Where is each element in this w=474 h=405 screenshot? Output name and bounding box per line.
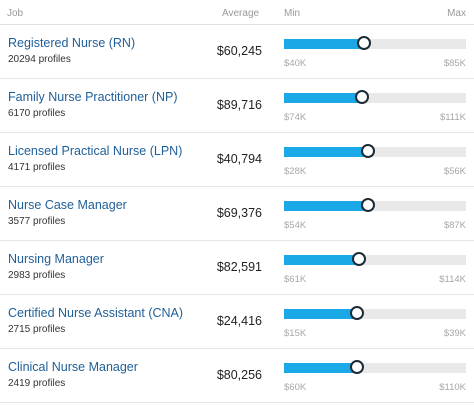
table-row: Nurse Case Manager 3577 profiles $69,376… — [0, 187, 474, 241]
salary-range-fill — [284, 309, 357, 319]
profile-count: 2983 profiles — [8, 270, 66, 281]
salary-range-fill — [284, 201, 368, 211]
salary-range-bar — [284, 198, 466, 212]
average-marker — [357, 36, 372, 50]
job-title-link[interactable]: Nursing Manager — [8, 252, 104, 266]
job-title-link[interactable]: Registered Nurse (RN) — [8, 36, 136, 50]
header-job: Job — [7, 8, 24, 19]
table-row: Certified Nurse Assistant (CNA) 2715 pro… — [0, 295, 474, 349]
max-salary: $110K — [439, 382, 466, 393]
salary-range-fill — [284, 147, 368, 157]
salary-range-bar — [284, 360, 466, 374]
salary-range-bar — [284, 144, 466, 158]
table-row: Licensed Practical Nurse (LPN) 4171 prof… — [0, 133, 474, 187]
average-marker — [360, 198, 375, 212]
average-marker — [349, 306, 364, 320]
profile-count: 6170 profiles — [8, 108, 66, 119]
max-salary: $56K — [443, 166, 466, 177]
profile-count: 2419 profiles — [8, 378, 66, 389]
average-marker — [349, 360, 364, 374]
max-salary: $85K — [443, 58, 466, 69]
max-salary: $114K — [439, 274, 466, 285]
table-header: Job Average Min Max — [0, 0, 474, 25]
profile-count: 20294 profiles — [8, 54, 71, 65]
job-title-link[interactable]: Nurse Case Manager — [8, 198, 127, 212]
average-marker — [351, 252, 366, 266]
salary-range-fill — [284, 363, 357, 373]
profile-count: 4171 profiles — [8, 162, 66, 173]
salary-range-bar — [284, 90, 466, 104]
profile-count: 3577 profiles — [8, 216, 66, 227]
profile-count: 2715 profiles — [8, 324, 66, 335]
header-average: Average — [222, 8, 260, 19]
average-salary: $40,794 — [216, 152, 262, 166]
average-salary: $60,245 — [216, 44, 262, 58]
average-salary: $69,376 — [216, 206, 262, 220]
min-salary: $40K — [284, 58, 307, 69]
salary-range-fill — [284, 93, 363, 103]
average-salary: $89,716 — [216, 98, 262, 112]
salary-range-fill — [284, 255, 359, 265]
average-marker — [360, 144, 375, 158]
average-marker — [355, 90, 370, 104]
salary-range-bar — [284, 252, 466, 266]
salary-range-bar — [284, 36, 466, 50]
min-salary: $74K — [284, 112, 307, 123]
job-title-link[interactable]: Licensed Practical Nurse (LPN) — [8, 144, 183, 158]
min-salary: $60K — [284, 382, 307, 393]
salary-range-fill — [284, 39, 365, 49]
min-salary: $28K — [284, 166, 307, 177]
table-row: Nursing Manager 2983 profiles $82,591 $6… — [0, 241, 474, 295]
job-title-link[interactable]: Certified Nurse Assistant (CNA) — [8, 306, 184, 320]
average-salary: $80,256 — [216, 368, 262, 382]
job-title-link[interactable]: Clinical Nurse Manager — [8, 360, 138, 374]
table-row: Clinical Nurse Manager 2419 profiles $80… — [0, 349, 474, 403]
min-salary: $15K — [284, 328, 307, 339]
max-salary: $39K — [443, 328, 466, 339]
table-row: Registered Nurse (RN) 20294 profiles $60… — [0, 25, 474, 79]
average-salary: $82,591 — [216, 260, 262, 274]
max-salary: $87K — [443, 220, 466, 231]
job-title-link[interactable]: Family Nurse Practitioner (NP) — [8, 90, 178, 104]
average-salary: $24,416 — [216, 314, 262, 328]
salary-range-bar — [284, 306, 466, 320]
header-min: Min — [284, 8, 301, 19]
min-salary: $61K — [284, 274, 307, 285]
max-salary: $111K — [439, 112, 466, 123]
table-row: Family Nurse Practitioner (NP) 6170 prof… — [0, 79, 474, 133]
header-max: Max — [447, 8, 466, 19]
min-salary: $54K — [284, 220, 307, 231]
